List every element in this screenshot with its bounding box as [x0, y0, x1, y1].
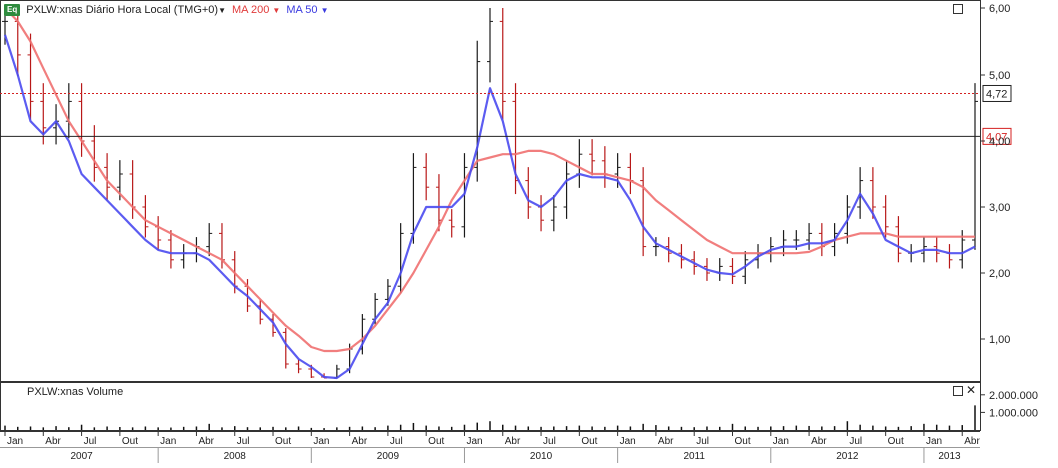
- y-tick-label: 1,00: [989, 334, 1010, 346]
- reference-line-layer: 4,72 4,07: [0, 84, 1012, 145]
- chevron-down-icon[interactable]: ▼: [218, 6, 227, 15]
- x-tick-label: Jul: [84, 436, 97, 447]
- x-tick-label: Jan: [773, 436, 789, 447]
- x-year-label: 2012: [836, 451, 859, 462]
- ma50-selector[interactable]: MA 50 ▼: [286, 4, 328, 16]
- x-tick-label: Abr: [964, 436, 980, 447]
- x-tick-label: Jan: [926, 436, 942, 447]
- volume-panel-maximize-icon[interactable]: [953, 386, 963, 396]
- ma50-line: [3, 34, 976, 380]
- x-tick-label: Abr: [658, 436, 674, 447]
- x-tick-label: Out: [735, 436, 751, 447]
- x-tick-label: Abr: [505, 436, 521, 447]
- x-year-label: 2011: [683, 451, 705, 462]
- x-tick-label: Jul: [543, 436, 556, 447]
- y-tick-label: 5,00: [989, 70, 1010, 82]
- x-tick-label: Jan: [620, 436, 636, 447]
- x-tick-label: Abr: [811, 436, 827, 447]
- x-tick-label: Jul: [696, 436, 709, 447]
- equity-badge: Eq: [4, 4, 21, 16]
- symbol-selector[interactable]: PXLW:xnas Diário Hora Local (TMG+0)▼: [26, 4, 226, 16]
- price-panel-maximize-icon[interactable]: [953, 4, 963, 14]
- x-year-label: 2009: [377, 451, 400, 462]
- x-tick-label: Out: [581, 436, 597, 447]
- x-tick-label: Jan: [160, 436, 176, 447]
- moving-average-layer: [3, 7, 976, 380]
- price-tag-current: [982, 127, 1012, 145]
- x-year-label: 2013: [938, 451, 961, 462]
- price-tag-reference-text: 4,72: [986, 88, 1007, 100]
- chevron-down-icon[interactable]: ▼: [320, 6, 329, 15]
- ma50-label: MA 50: [286, 4, 318, 16]
- x-tick-label: Abr: [198, 436, 214, 447]
- y-tick-label: 4,00: [989, 136, 1010, 148]
- x-tick-label: Jan: [313, 436, 329, 447]
- volume-y-tick-label: 2.000.000: [989, 390, 1038, 402]
- ma200-label: MA 200: [232, 4, 270, 16]
- x-tick-label: Jul: [237, 436, 250, 447]
- x-tick-label: Out: [275, 436, 291, 447]
- chart-header: Eq PXLW:xnas Diário Hora Local (TMG+0)▼ …: [4, 3, 328, 17]
- ma200-line: [4, 7, 975, 353]
- volume-y-tick-label: 1.000.000: [989, 407, 1038, 419]
- x-year-label: 2007: [70, 451, 93, 462]
- volume-layer: [4, 405, 976, 430]
- x-year-label: 2010: [530, 451, 553, 462]
- axis-layer: 1,00 2,00 3,00 4,00 5,00 6,00 2.000.000 1.000.0…: [4, 3, 1038, 463]
- x-tick-label: Jan: [7, 436, 23, 447]
- x-tick-label: Out: [428, 436, 444, 447]
- ma200-selector[interactable]: MA 200 ▼: [232, 4, 280, 16]
- price-tag-reference: [982, 84, 1012, 102]
- chevron-down-icon[interactable]: ▼: [272, 6, 281, 15]
- x-tick-label: Out: [122, 436, 138, 447]
- price-tag-current-text: 4,07: [986, 131, 1007, 143]
- x-tick-label: Abr: [45, 436, 61, 447]
- x-year-label: 2008: [224, 451, 247, 462]
- y-tick-label: 6,00: [989, 3, 1010, 15]
- volume-panel-label: PXLW:xnas Volume: [27, 386, 124, 398]
- x-tick-label: Jul: [849, 436, 862, 447]
- y-tick-label: 2,00: [989, 268, 1010, 280]
- x-tick-label: Out: [888, 436, 904, 447]
- x-tick-label: Abr: [352, 436, 368, 447]
- x-tick-label: Jan: [466, 436, 482, 447]
- volume-panel-close-icon[interactable]: ✕: [966, 383, 977, 397]
- x-tick-label: Jul: [390, 436, 403, 447]
- symbol-label: PXLW:xnas Diário Hora Local (TMG+0): [26, 4, 219, 16]
- y-tick-label: 3,00: [989, 202, 1010, 214]
